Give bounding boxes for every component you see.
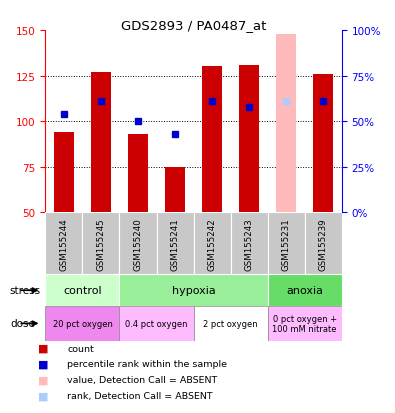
Text: hypoxia: hypoxia [172,285,215,296]
Bar [305,213,342,275]
Bar [128,135,148,213]
Text: 2 pct oxygen: 2 pct oxygen [203,319,258,328]
Bar [268,275,342,306]
Bar [268,306,342,341]
Bar [194,213,231,275]
Text: 0 pct oxygen +
100 mM nitrate: 0 pct oxygen + 100 mM nitrate [273,314,337,333]
Bar [313,75,333,213]
Bar [194,306,268,341]
Bar [45,275,120,306]
Text: ■: ■ [38,375,48,385]
Bar [268,213,305,275]
Bar [239,66,259,213]
Text: ■: ■ [38,359,48,369]
Text: stress: stress [10,285,41,296]
Bar [54,133,74,213]
Bar [83,213,120,275]
Bar [120,213,156,275]
Bar [91,73,111,213]
Text: GSM155231: GSM155231 [282,217,291,270]
Text: 0.4 pct oxygen: 0.4 pct oxygen [125,319,188,328]
Bar [120,306,194,341]
Bar [156,213,194,275]
Text: GSM155244: GSM155244 [59,217,68,270]
Text: GSM155241: GSM155241 [171,217,180,270]
Text: ■: ■ [38,390,48,400]
Text: GDS2893 / PA0487_at: GDS2893 / PA0487_at [121,19,266,31]
Bar [231,213,268,275]
Bar [45,213,83,275]
Text: count: count [67,344,94,353]
Text: GSM155243: GSM155243 [245,217,254,270]
Text: anoxia: anoxia [286,285,323,296]
Text: control: control [63,285,102,296]
Bar [120,275,268,306]
Text: GSM155245: GSM155245 [96,217,105,270]
Text: 20 pct oxygen: 20 pct oxygen [53,319,113,328]
Text: GSM155240: GSM155240 [134,217,143,270]
Text: GSM155242: GSM155242 [207,217,216,270]
Text: percentile rank within the sample: percentile rank within the sample [67,359,227,368]
Bar [45,306,120,341]
Bar [276,35,296,213]
Text: GSM155239: GSM155239 [319,217,328,270]
Text: rank, Detection Call = ABSENT: rank, Detection Call = ABSENT [67,391,213,400]
Bar [202,67,222,213]
Bar [165,167,185,213]
Text: dose: dose [10,318,35,329]
Text: ■: ■ [38,343,48,353]
Text: value, Detection Call = ABSENT: value, Detection Call = ABSENT [67,375,217,384]
